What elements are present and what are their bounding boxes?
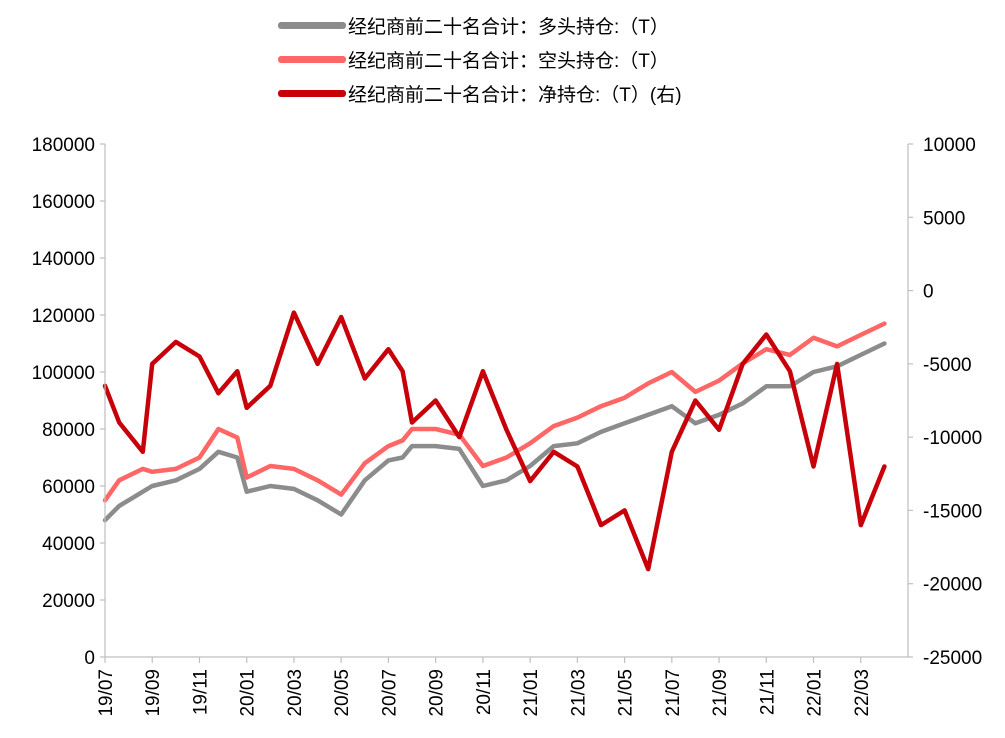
x-tick-label: 19/11 [190,669,211,715]
legend-swatch-long [278,21,346,29]
y-right-tick-label: 5000 [923,208,965,229]
x-tick-label: 19/09 [143,669,164,717]
x-tick-label: 20/01 [238,669,259,717]
y-left-tick-label: 60000 [42,477,95,498]
y-right-tick-label: -15000 [923,501,982,522]
y-right-tick-label: -20000 [923,575,982,596]
chart-legend: 经纪商前二十名合计：多头持仓:（T） 经纪商前二十名合计：空头持仓:（T） 经纪… [278,8,682,110]
legend-label-net: 经纪商前二十名合计：净持仓:（T）(右) [348,84,682,106]
y-left-tick-label: 100000 [32,363,95,384]
x-tick-label: 20/03 [285,669,306,717]
y-left-tick-label: 40000 [42,534,95,555]
x-tick-label: 20/05 [332,669,353,717]
legend-item-long: 经纪商前二十名合计：多头持仓:（T） [278,8,682,42]
y-right-tick-label: -25000 [923,648,982,669]
x-tick-label: 20/11 [474,669,495,715]
y-left-tick-label: 80000 [42,420,95,441]
x-tick-label: 21/11 [757,669,778,715]
y-right-tick-label: -5000 [923,355,972,376]
series-line-2 [102,310,887,572]
series-line-1 [102,321,887,503]
x-tick-label: 21/03 [568,669,589,717]
ticks-layer: 0200004000060000800001000001200001400001… [32,135,983,717]
y-right-tick-label: 10000 [923,135,976,156]
x-tick-label: 21/05 [616,669,637,717]
y-right-tick-label: -10000 [923,428,982,449]
legend-item-net: 经纪商前二十名合计：净持仓:（T）(右) [278,76,682,110]
x-tick-label: 21/07 [663,669,684,717]
x-tick-label: 22/03 [852,669,873,717]
legend-swatch-short [278,55,346,63]
y-left-tick-label: 20000 [42,591,95,612]
series-line-0 [102,341,887,523]
series-layer [102,310,887,572]
y-right-tick-label: 0 [923,282,934,303]
legend-label-short: 经纪商前二十名合计：空头持仓:（T） [348,50,669,72]
x-tick-label: 21/09 [710,669,731,717]
y-left-tick-label: 180000 [32,135,95,156]
legend-label-long: 经纪商前二十名合计：多头持仓:（T） [348,16,669,38]
legend-item-short: 经纪商前二十名合计：空头持仓:（T） [278,42,682,76]
y-left-tick-label: 0 [84,648,95,669]
x-tick-label: 22/01 [805,669,826,717]
axes-layer [100,143,913,663]
x-tick-label: 20/07 [379,669,400,717]
x-tick-label: 20/09 [427,669,448,717]
y-left-tick-label: 140000 [32,249,95,270]
y-left-tick-label: 120000 [32,306,95,327]
legend-swatch-net [278,89,346,97]
x-tick-label: 21/01 [521,669,542,717]
y-left-tick-label: 160000 [32,192,95,213]
x-tick-label: 19/07 [96,669,117,717]
